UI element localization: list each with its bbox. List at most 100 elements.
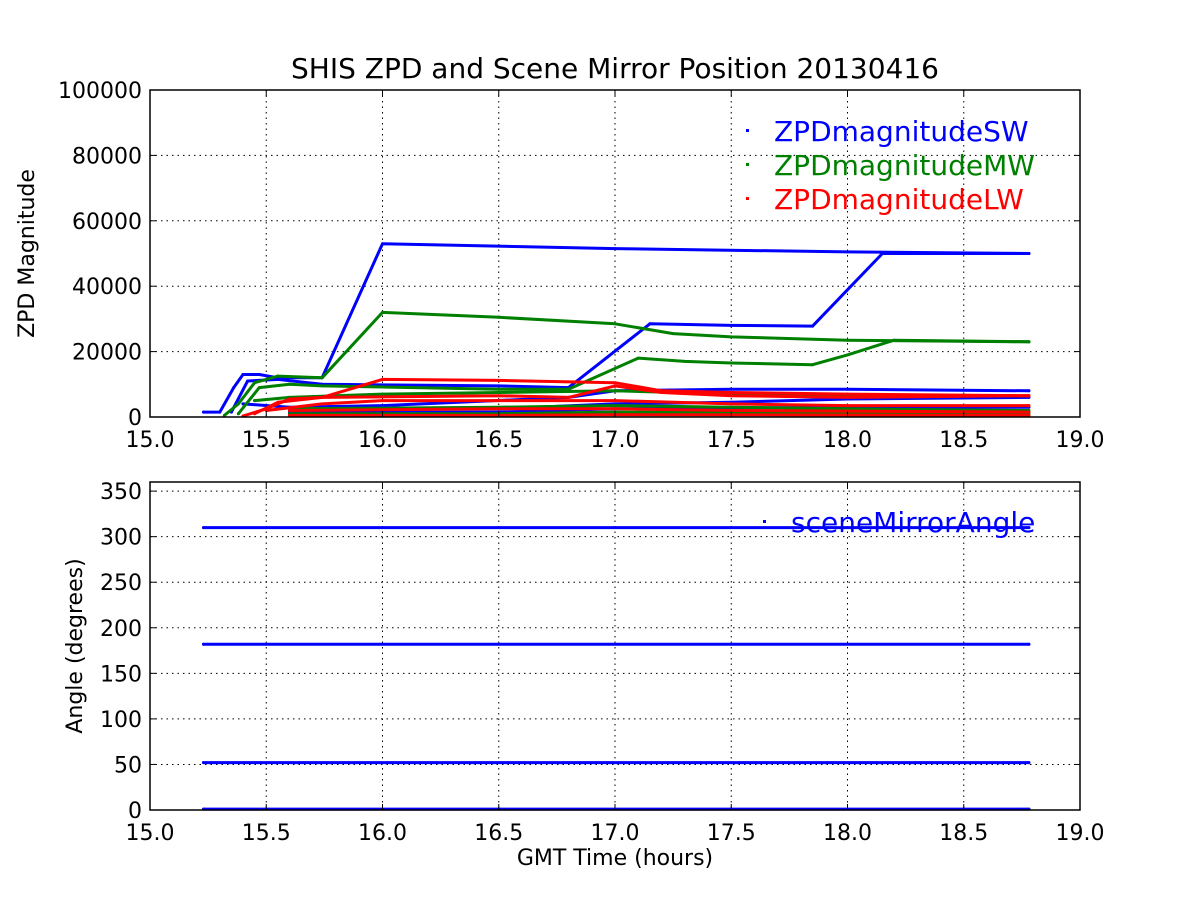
y-tick-label: 0 [128,406,142,431]
data-point-ZPDmagnitudeMW [636,356,640,360]
x-tick-label: 16.5 [474,428,523,453]
legend-marker-ZPDmagnitudeSW [746,129,749,132]
y-tick-label: 0 [128,799,142,824]
data-point-ZPDmagnitudeLW [567,395,570,399]
data-point-ZPDmagnitudeLW [320,402,324,406]
data-point-ZPDmagnitudeMW [497,315,501,319]
legend-label-ZPDmagnitudeSW: ZPDmagnitudeSW [774,115,1029,148]
data-point-ZPDmagnitudeSW [811,324,815,328]
y-tick-label: 350 [100,480,142,505]
x-tick-label: 19.0 [1056,821,1105,846]
x-tick-label: 18.5 [939,428,988,453]
data-point-ZPDmagnitudeSW [1027,389,1031,393]
legend-label-sceneMirrorAngle: sceneMirrorAngle [791,506,1035,539]
data-point-ZPDmagnitudeLW [320,395,324,399]
data-point-ZPDmagnitudeSW [846,387,849,391]
data-point-ZPDmagnitudeLW [846,395,849,399]
data-point-ZPDmagnitudeSW [729,387,733,391]
y-tick-label: 300 [100,526,142,551]
data-point-sceneMirrorAngle [1027,761,1031,765]
y-axis-label: Angle (degrees) [63,558,88,733]
data-point-ZPDmagnitudeMW [288,382,291,386]
data-point-ZPDmagnitudeSW [381,404,384,408]
data-point-ZPDmagnitudeLW [729,394,733,398]
data-point-ZPDmagnitudeMW [497,391,501,394]
data-point-ZPDmagnitudeLW [497,378,501,382]
data-point-ZPDmagnitudeMW [497,387,501,391]
data-point-ZPDmagnitudeSW [648,322,652,326]
data-point-ZPDmagnitudeSW [257,373,261,376]
data-point-ZPDmagnitudeLW [729,402,733,406]
figure-title: SHIS ZPD and Scene Mirror Position 20130… [291,52,939,85]
y-tick-label: 250 [100,571,142,596]
data-point-ZPDmagnitudeLW [660,391,663,394]
data-point-ZPDmagnitudeSW [246,379,250,383]
y-axis-label: ZPD Magnitude [15,169,40,338]
x-tick-label: 15.0 [126,428,175,453]
data-point-ZPDmagnitudeLW [497,407,501,411]
x-tick-label: 16.0 [358,428,407,453]
legend-label-ZPDmagnitudeMW: ZPDmagnitudeMW [774,149,1035,182]
data-point-ZPDmagnitudeMW [729,405,733,409]
data-point-ZPDmagnitudeMW [683,359,687,363]
x-tick-label: 18.0 [823,428,872,453]
x-tick-label: 16.5 [474,821,523,846]
data-point-ZPDmagnitudeLW [729,391,733,394]
data-point-ZPDmagnitudeMW [222,413,226,417]
x-tick-label: 19.0 [1056,428,1105,453]
y-tick-label: 100000 [58,79,142,104]
data-point-ZPDmagnitudeMW [846,407,849,411]
data-point-sceneMirrorAngle [202,761,205,765]
data-point-ZPDmagnitudeLW [381,377,384,381]
y-tick-label: 200 [100,617,142,642]
data-point-ZPDmagnitudeMW [381,392,384,396]
data-point-ZPDmagnitudeMW [276,374,280,378]
data-point-ZPDmagnitudeLW [846,404,849,408]
data-point-ZPDmagnitudeSW [381,242,384,246]
data-point-ZPDmagnitudeLW [253,412,257,416]
y-tick-label: 150 [100,662,142,687]
data-point-ZPDmagnitudeLW [288,409,291,412]
data-point-ZPDmagnitudeSW [880,252,884,255]
data-point-ZPDmagnitudeMW [253,399,257,403]
data-point-ZPDmagnitudeLW [613,399,617,403]
data-point-ZPDmagnitudeLW [1027,404,1031,408]
data-point-ZPDmagnitudeMW [846,338,849,342]
data-point-ZPDmagnitudeLW [1027,413,1031,417]
x-tick-label: 17.0 [591,428,640,453]
data-point-ZPDmagnitudeMW [320,384,324,388]
data-point-sceneMirrorAngle [202,642,205,646]
data-point-ZPDmagnitudeLW [497,394,501,398]
x-axis-label: GMT Time (hours) [517,846,713,871]
data-point-ZPDmagnitudeSW [241,373,245,376]
y-tick-label: 80000 [72,144,142,169]
data-point-ZPDmagnitudeSW [276,377,280,381]
data-point-ZPDmagnitudeMW [613,389,617,393]
series-trace-ZPDmagnitudeLW [264,399,1031,412]
series-trace-ZPDmagnitudeLW [288,413,1031,417]
data-point-ZPDmagnitudeSW [1027,252,1031,255]
scene-mirror-angle-panel: 15.0 15.5 16.0 16.5 17.0 17.5 18.0 18.5 19.0 0 50 1… [63,480,1104,871]
data-point-ZPDmagnitudeMW [236,412,240,416]
y-tick-label: 100 [100,708,142,733]
legend-marker-sceneMirrorAngle [763,520,766,523]
data-point-ZPDmagnitudeLW [497,399,501,403]
series-trace-ZPDmagnitudeMW [288,404,1031,412]
y-tick-label: 20000 [72,341,142,366]
data-point-ZPDmagnitudeLW [276,400,280,404]
data-point-ZPDmagnitudeLW [1027,394,1031,398]
x-tick-label: 18.0 [823,821,872,846]
legend-label-ZPDmagnitudeLW: ZPDmagnitudeLW [774,183,1024,216]
data-point-ZPDmagnitudeMW [320,376,324,380]
data-point-sceneMirrorAngle [1027,642,1031,646]
data-point-ZPDmagnitudeMW [892,338,896,342]
legend-marker-ZPDmagnitudeLW [746,197,749,200]
data-point-ZPDmagnitudeLW [1027,410,1031,414]
data-point-ZPDmagnitudeMW [729,361,733,365]
data-point-ZPDmagnitudeMW [1027,340,1031,344]
data-point-ZPDmagnitudeSW [218,410,222,414]
data-point-ZPDmagnitudeMW [729,335,733,339]
data-point-ZPDmagnitudeLW [729,409,733,412]
data-point-ZPDmagnitudeMW [846,353,849,357]
